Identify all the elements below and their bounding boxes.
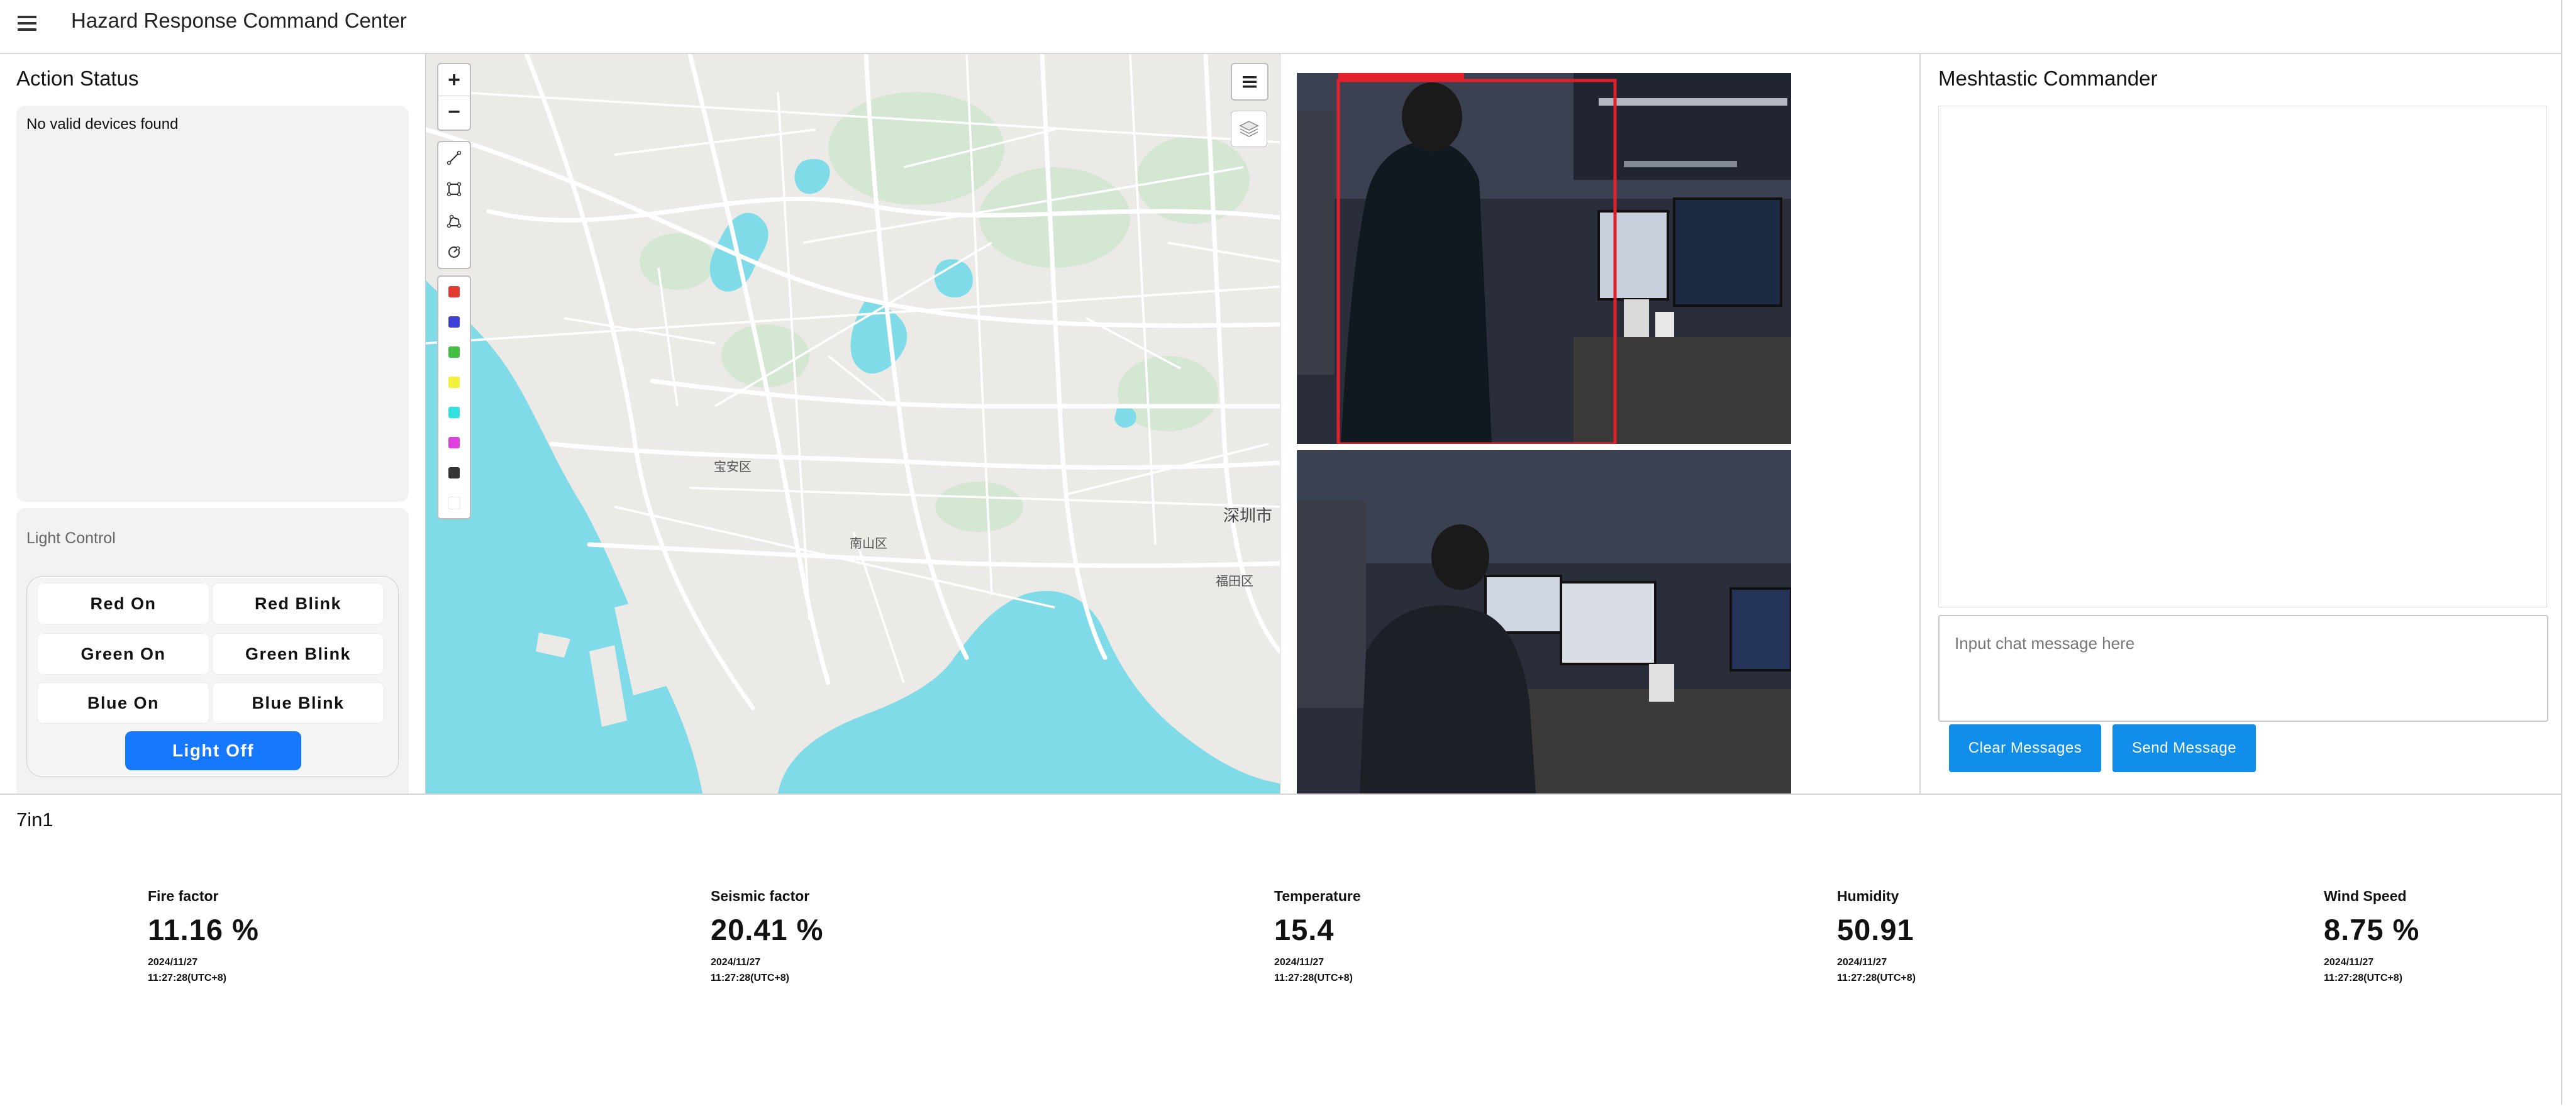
blue-blink-button[interactable]: Blue Blink [212,682,384,724]
camera-feeds [1280,54,1918,794]
sensor-panel-title: 7in1 [16,809,53,831]
red-on-button[interactable]: Red On [37,583,209,624]
light-button-group: Red On Red Blink Green On Green Blink Bl… [26,576,399,777]
camera-feed-2[interactable] [1297,450,1791,794]
metric-label: Fire factor [148,888,219,904]
metric-timestamp: 2024/11/27 11:27:28(UTC+8) [1274,957,1353,983]
metric-seismic-factor: Seismic factor 20.41 % 2024/11/27 11:27:2… [711,888,849,986]
layer-list-icon[interactable] [1231,63,1269,101]
zoom-in-button[interactable]: + [448,68,460,92]
meshtastic-title: Meshtastic Commander [1938,67,2158,90]
polygon-tool-icon[interactable] [438,205,470,236]
zoom-control: + − [437,63,471,131]
status-message: No valid devices found [26,116,179,133]
color-swatch-white[interactable] [438,488,470,518]
map-label-nanshan: 南山区 [850,537,887,551]
metric-value: 11.16 % [148,913,259,946]
circle-tool-icon[interactable] [438,236,470,268]
page-scrollbar[interactable] [2561,0,2576,1105]
metric-label: Temperature [1274,888,1361,904]
zoom-out-button[interactable]: − [438,96,470,128]
metric-timestamp: 2024/11/27 11:27:28(UTC+8) [1837,957,1916,983]
map-label-baoan: 宝安区 [714,460,752,474]
blue-on-button[interactable]: Blue On [37,682,209,724]
metric-humidity: Humidity 50.91 2024/11/27 11:27:28(UTC+8) [1837,888,1975,986]
metric-value: 50.91 [1837,913,1914,946]
meshtastic-panel: Meshtastic Commander Input chat message … [1919,54,2562,794]
color-swatch-green[interactable] [438,337,470,367]
metric-timestamp: 2024/11/27 11:27:28(UTC+8) [2324,957,2402,983]
chat-input-placeholder: Input chat message here [1955,634,2135,653]
clear-messages-button[interactable]: Clear Messages [1949,724,2101,772]
app-title: Hazard Response Command Center [71,9,407,32]
color-palette [437,275,471,519]
map-base-layer [426,54,1280,794]
sensor-panel: 7in1 Fire factor 11.16 % 2024/11/27 11:27… [0,794,2561,1106]
action-status-title: Action Status [16,67,139,90]
polyline-tool-icon[interactable] [438,142,470,174]
map-label-shenzhen: 深圳市 [1223,506,1273,525]
hamburger-menu-icon[interactable] [16,13,38,34]
color-swatch-cyan[interactable] [438,397,470,428]
metric-label: Wind Speed [2324,888,2407,904]
color-swatch-red[interactable] [438,277,470,307]
color-swatch-magenta[interactable] [438,428,470,458]
color-swatch-yellow[interactable] [438,367,470,397]
light-control-panel: Light Control Red On Red Blink Green On … [16,508,409,794]
map-label-futian: 福田区 [1216,575,1253,589]
chat-message-input[interactable]: Input chat message here [1938,615,2548,722]
layers-icon[interactable] [1231,111,1267,147]
camera-feed-1[interactable] [1297,73,1791,444]
send-message-button[interactable]: Send Message [2112,724,2256,772]
color-swatch-black[interactable] [438,458,470,488]
red-blink-button[interactable]: Red Blink [212,583,384,624]
metric-timestamp: 2024/11/27 11:27:28(UTC+8) [148,957,226,983]
metric-label: Humidity [1837,888,1899,904]
action-panel: Action Status No valid devices found Lig… [0,54,424,794]
metric-value: 15.4 [1274,913,1335,946]
color-swatch-blue[interactable] [438,307,470,337]
draw-toolbar [437,141,471,269]
chat-message-log[interactable] [1938,106,2547,607]
top-bar: Hazard Response Command Center [0,0,2561,54]
metric-timestamp: 2024/11/27 11:27:28(UTC+8) [711,957,789,983]
metric-fire-factor: Fire factor 11.16 % 2024/11/27 11:27:28(U… [148,888,286,986]
map-view[interactable]: 宝安区 南山区 深圳市 福田区 + − [425,54,1280,794]
metric-label: Seismic factor [711,888,810,904]
light-off-button[interactable]: Light Off [125,731,301,770]
light-control-title: Light Control [26,529,116,547]
metric-value: 8.75 % [2324,913,2420,946]
green-blink-button[interactable]: Green Blink [212,633,384,675]
rectangle-tool-icon[interactable] [438,174,470,205]
metric-temperature: Temperature 15.4 2024/11/27 11:27:28(UTC+… [1274,888,1413,986]
green-on-button[interactable]: Green On [37,633,209,675]
action-status-box: No valid devices found [16,106,409,502]
metric-value: 20.41 % [711,913,824,946]
metric-wind-speed: Wind Speed 8.75 % 2024/11/27 11:27:28(UTC… [2324,888,2462,986]
